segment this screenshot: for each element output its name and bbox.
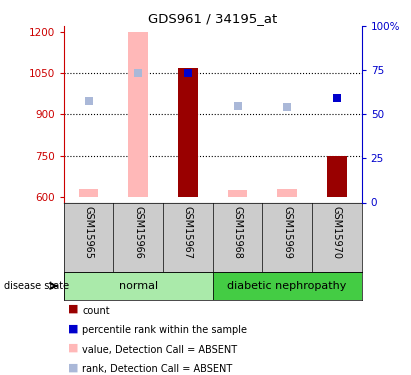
Text: GSM15970: GSM15970 xyxy=(332,206,342,259)
Bar xyxy=(178,68,198,197)
Bar xyxy=(79,189,99,197)
Text: normal: normal xyxy=(119,281,158,291)
Text: GSM15965: GSM15965 xyxy=(83,206,94,259)
Title: GDS961 / 34195_at: GDS961 / 34195_at xyxy=(148,12,277,25)
Text: value, Detection Call = ABSENT: value, Detection Call = ABSENT xyxy=(82,345,237,355)
Bar xyxy=(277,189,297,197)
Text: rank, Detection Call = ABSENT: rank, Detection Call = ABSENT xyxy=(82,364,233,374)
Bar xyxy=(128,32,148,197)
Text: count: count xyxy=(82,306,110,316)
Text: ■: ■ xyxy=(68,323,79,333)
Text: disease state: disease state xyxy=(4,281,69,291)
Text: diabetic nephropathy: diabetic nephropathy xyxy=(228,281,347,291)
Text: percentile rank within the sample: percentile rank within the sample xyxy=(82,325,247,335)
Text: ■: ■ xyxy=(68,362,79,372)
Text: GSM15967: GSM15967 xyxy=(183,206,193,259)
Text: ■: ■ xyxy=(68,343,79,353)
Text: GSM15969: GSM15969 xyxy=(282,206,292,259)
Bar xyxy=(213,272,362,300)
Bar xyxy=(327,156,347,197)
Bar xyxy=(228,190,247,197)
Text: ■: ■ xyxy=(68,304,79,314)
Bar xyxy=(64,272,213,300)
Text: GSM15966: GSM15966 xyxy=(133,206,143,259)
Text: GSM15968: GSM15968 xyxy=(233,206,242,259)
